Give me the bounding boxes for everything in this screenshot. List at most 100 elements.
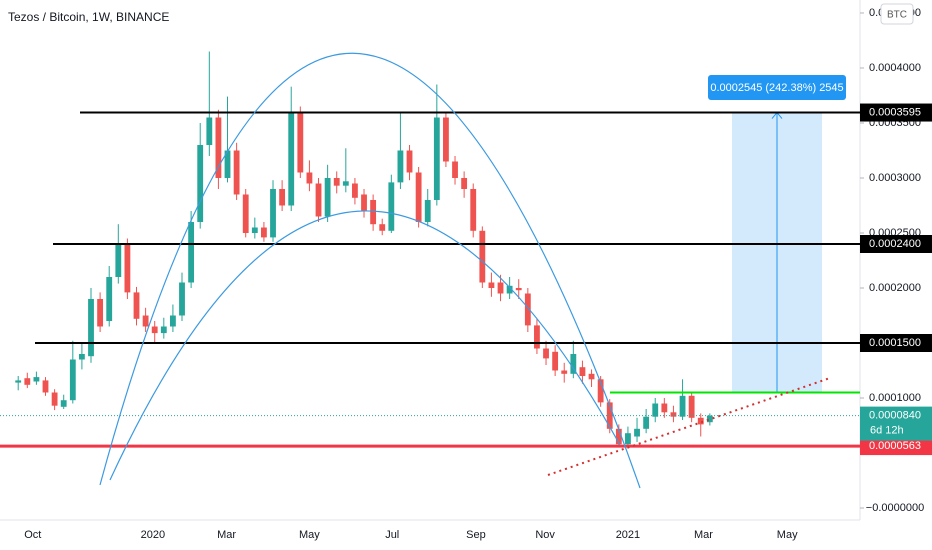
candle-body bbox=[242, 194, 249, 233]
candle-body bbox=[561, 370, 568, 374]
measure-label-box bbox=[708, 75, 846, 100]
candle-body bbox=[697, 417, 704, 425]
candle-body bbox=[433, 117, 440, 200]
candle-body bbox=[661, 403, 668, 413]
level-label: 0.0000563 bbox=[869, 440, 921, 452]
candle-body bbox=[160, 326, 167, 334]
candle-body bbox=[570, 354, 577, 374]
x-tick-label: Oct bbox=[24, 529, 41, 541]
candle-body bbox=[370, 199, 377, 225]
x-tick-label: Mar bbox=[217, 529, 236, 541]
candle-body bbox=[188, 221, 195, 283]
candle-body bbox=[679, 395, 686, 417]
candle-body bbox=[24, 378, 31, 385]
x-tick-label: Mar bbox=[694, 529, 713, 541]
last-price-box bbox=[860, 406, 932, 441]
candle-body bbox=[488, 282, 495, 288]
currency-button[interactable] bbox=[880, 3, 914, 25]
y-tick-label: 0.0004000 bbox=[869, 62, 921, 74]
candle-body bbox=[142, 315, 149, 327]
candle-body bbox=[197, 144, 204, 222]
candle-body bbox=[51, 392, 58, 406]
candle-body bbox=[215, 117, 222, 178]
candle-body bbox=[42, 380, 49, 393]
candle-body bbox=[179, 282, 185, 316]
candle-body bbox=[688, 395, 695, 418]
candle-body bbox=[588, 373, 595, 380]
candle-body bbox=[497, 282, 504, 294]
candle-body bbox=[443, 117, 449, 162]
outer-arc bbox=[99, 52, 641, 489]
x-tick-label: Jul bbox=[385, 529, 399, 541]
candle-body bbox=[652, 403, 659, 417]
candle-body bbox=[461, 177, 468, 189]
level-label-box bbox=[860, 333, 932, 352]
candle-body bbox=[597, 379, 604, 403]
candle-body bbox=[297, 111, 304, 173]
candle-body bbox=[78, 354, 85, 360]
level-label-box bbox=[860, 103, 932, 122]
candle-body bbox=[315, 183, 322, 217]
candle-body bbox=[579, 367, 586, 377]
candle-body bbox=[97, 298, 104, 327]
candle-body bbox=[60, 400, 67, 407]
y-tick-label: −0.0000000 bbox=[866, 502, 924, 514]
x-tick-label: 2021 bbox=[616, 529, 640, 541]
candle-body bbox=[288, 111, 295, 206]
candle-body bbox=[415, 172, 422, 222]
candle-body bbox=[506, 285, 513, 294]
candle-body bbox=[534, 325, 540, 349]
candle-body bbox=[452, 161, 458, 178]
x-tick-label: Nov bbox=[535, 529, 555, 541]
candle-body bbox=[388, 182, 395, 231]
level-label: 0.0003595 bbox=[869, 106, 921, 118]
candle-body bbox=[625, 433, 631, 445]
candle-body bbox=[552, 351, 559, 371]
candle-body bbox=[352, 183, 358, 198]
candle-body bbox=[524, 293, 531, 326]
measure-label: 0.0002545 (242.38%) 2545 bbox=[710, 82, 843, 94]
y-tick-label: 0.0001000 bbox=[869, 392, 921, 404]
candle-body bbox=[279, 188, 286, 206]
candle-body bbox=[424, 199, 431, 222]
candle-body bbox=[33, 377, 40, 382]
x-tick-label: Sep bbox=[466, 529, 486, 541]
chart-title: Tezos / Bitcoin, 1W, BINANCE bbox=[8, 10, 169, 24]
level-label-box bbox=[860, 234, 932, 253]
candle-body bbox=[251, 227, 258, 233]
candle-body bbox=[15, 380, 22, 383]
y-tick-label: 0.0003000 bbox=[869, 172, 921, 184]
candle-body bbox=[479, 230, 486, 283]
x-tick-label: May bbox=[777, 529, 798, 541]
y-tick-label: 0.0002000 bbox=[869, 282, 921, 294]
candle-body bbox=[615, 428, 622, 445]
x-tick-label: May bbox=[299, 529, 320, 541]
y-tick-label: 0.0003500 bbox=[869, 117, 921, 129]
candle-body bbox=[324, 177, 331, 217]
candle-body bbox=[115, 243, 122, 277]
candle-body bbox=[224, 150, 231, 178]
candle-body bbox=[133, 292, 140, 319]
plot: 0.0002545 (242.38%) 2545 bbox=[0, 51, 860, 449]
last-price-label: 0.0000840 bbox=[869, 410, 921, 422]
candle-body bbox=[379, 224, 386, 231]
currency-label: BTC bbox=[887, 10, 907, 21]
candle-body bbox=[270, 188, 276, 238]
candle-body bbox=[233, 150, 240, 195]
candle-body bbox=[333, 177, 340, 186]
candle-body bbox=[342, 181, 349, 186]
candle-body bbox=[306, 172, 313, 184]
candle-body bbox=[470, 188, 477, 231]
level-label: 0.0001500 bbox=[869, 337, 921, 349]
level-label-box bbox=[860, 437, 932, 456]
candle-body bbox=[106, 276, 113, 321]
candle-body bbox=[261, 227, 267, 238]
candle-body bbox=[515, 287, 522, 291]
candle-body bbox=[397, 150, 404, 183]
countdown-label: 6d 12h bbox=[870, 425, 904, 437]
price-axis: 0.00045000.00040000.00035000.00030000.00… bbox=[24, 7, 932, 541]
inner-arc bbox=[109, 210, 621, 481]
level-label: 0.0002400 bbox=[869, 238, 921, 250]
candle-body bbox=[169, 315, 176, 327]
